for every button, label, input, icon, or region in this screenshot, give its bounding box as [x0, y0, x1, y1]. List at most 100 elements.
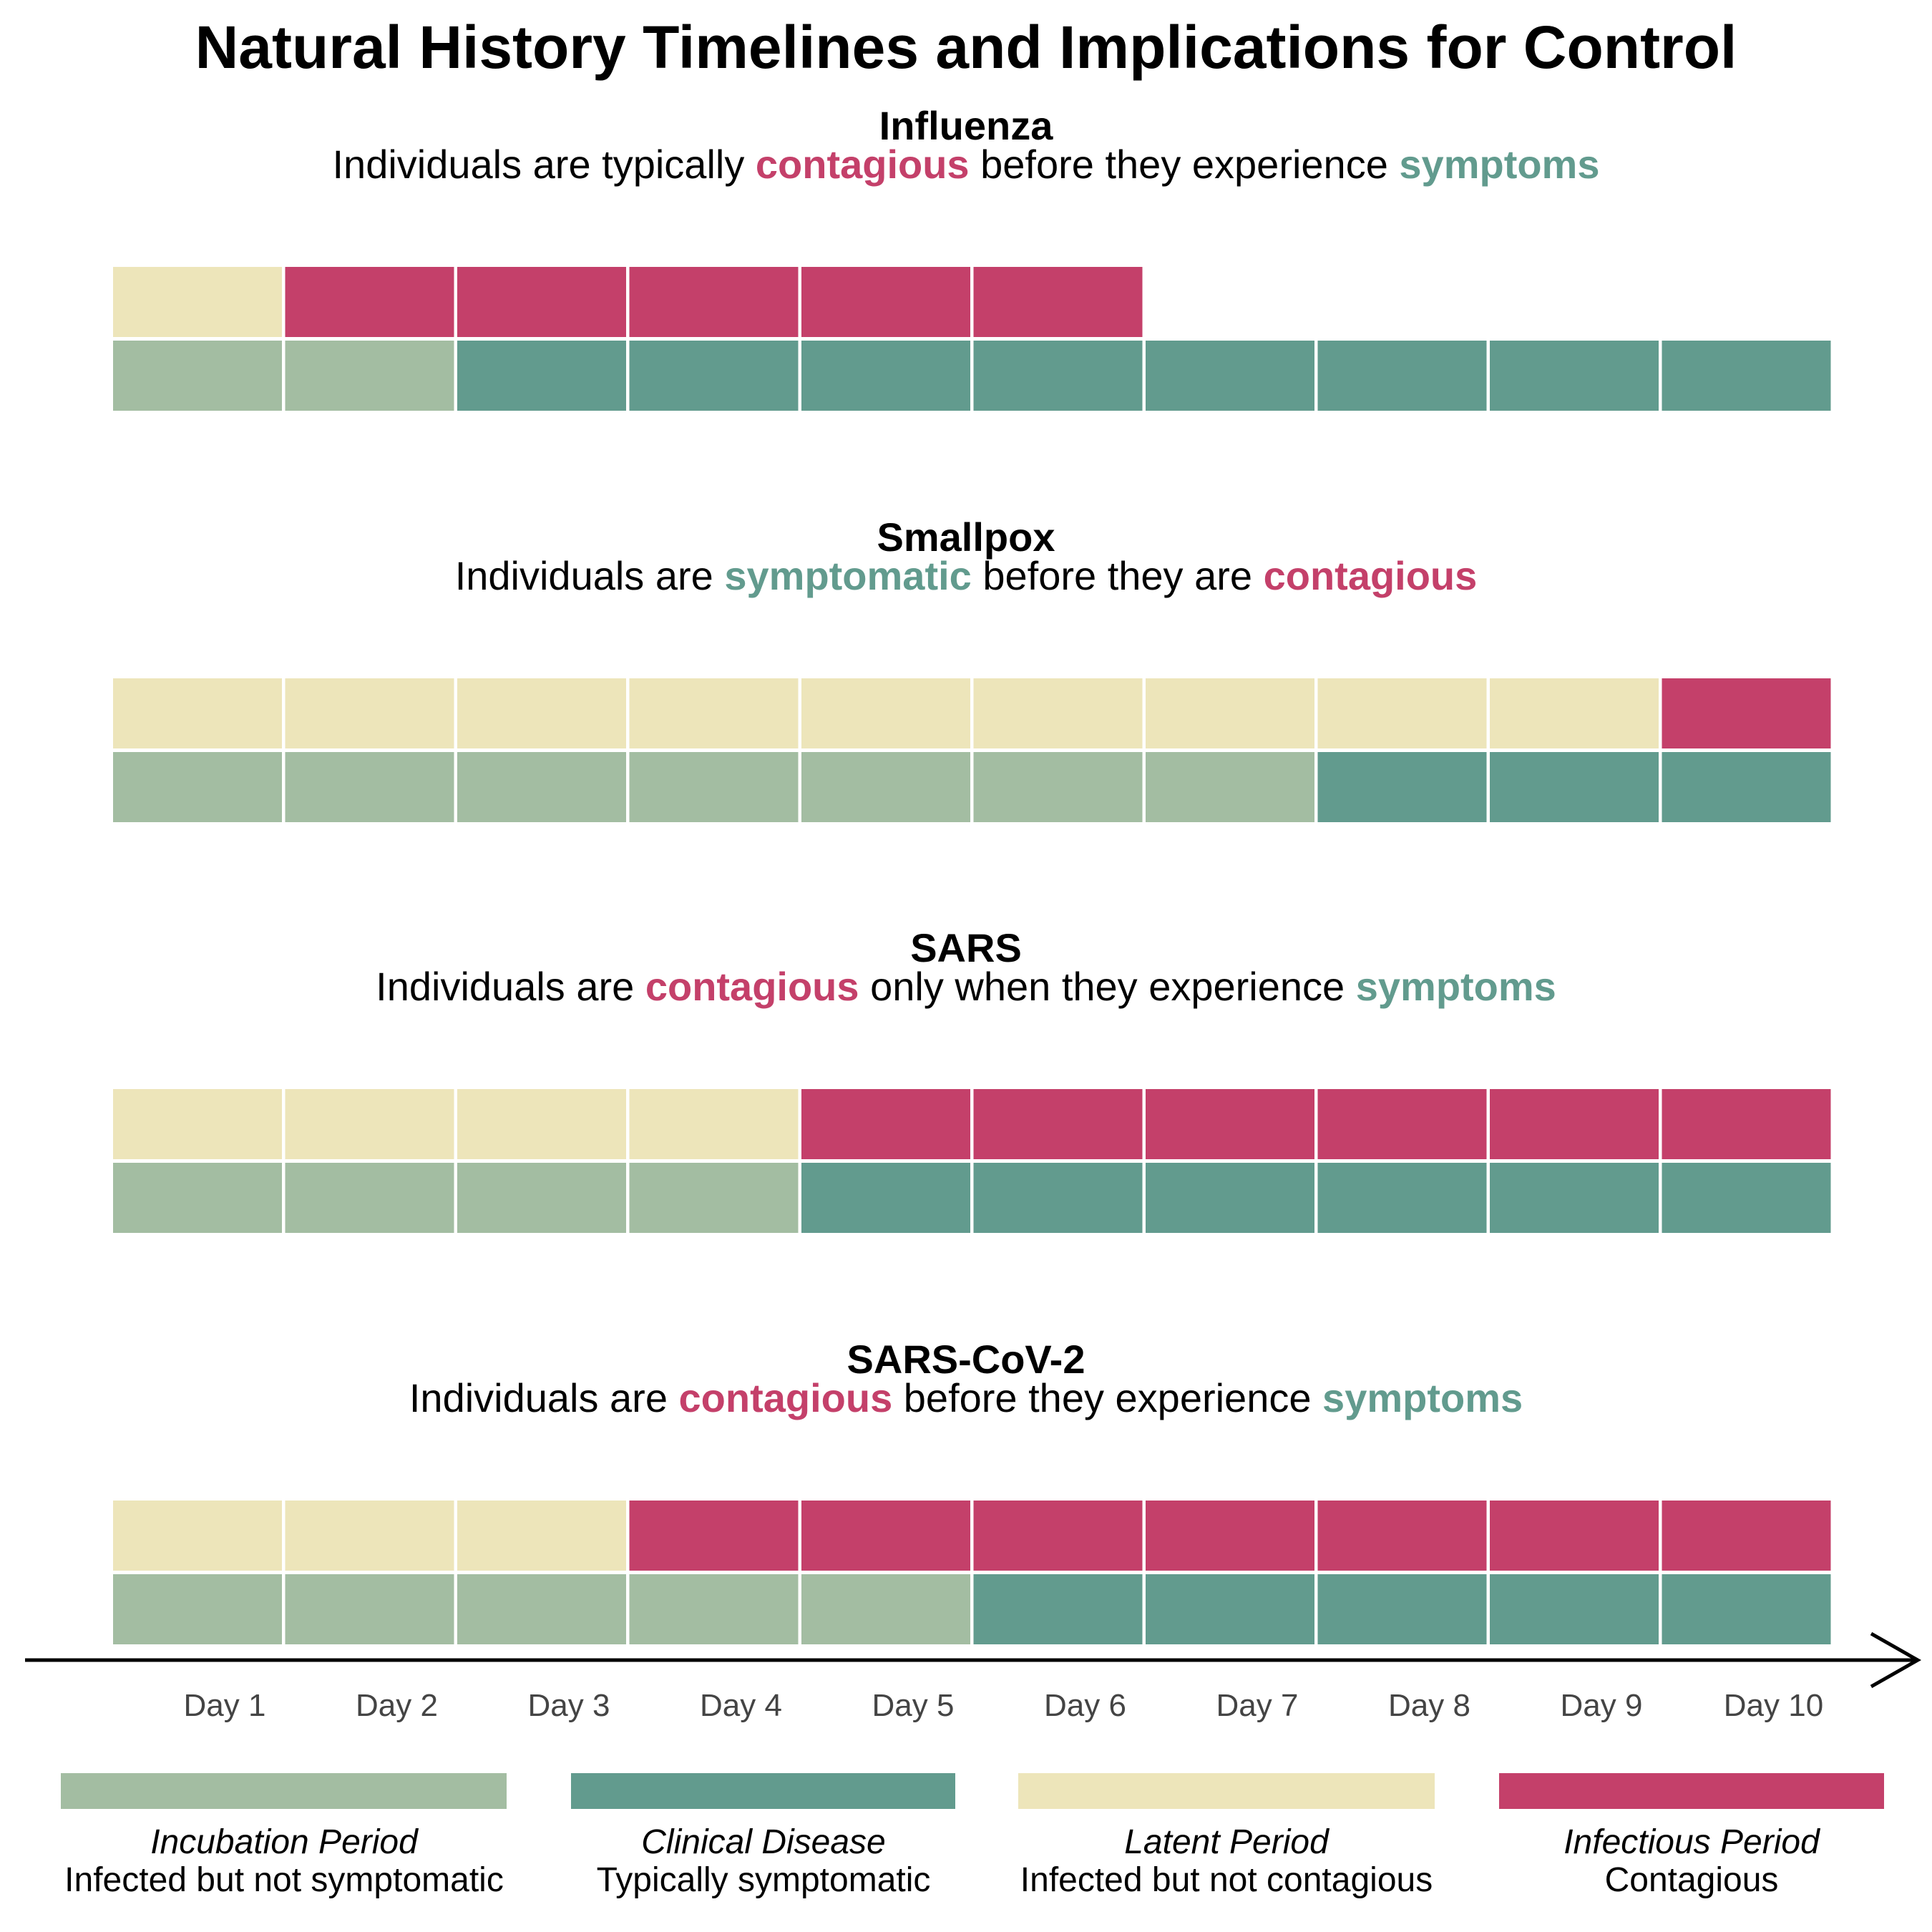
symptom-cell-day-10-clinical — [1662, 341, 1831, 411]
symptom-cell-day-5-clinical — [801, 1163, 970, 1233]
subtitle-segment: contagious — [1264, 553, 1478, 598]
symptom-cell-day-3-incubation — [457, 1574, 626, 1644]
subtitle-segment: Individuals are typically — [333, 142, 756, 187]
symptom-cell-day-6-clinical — [973, 1163, 1143, 1233]
panels: Influenza Individuals are typically conta… — [113, 103, 1831, 1644]
legend-name: Clinical Disease — [641, 1823, 885, 1861]
symptom-cell-day-6-incubation — [973, 752, 1143, 822]
symptom-cell-day-4-incubation — [629, 1163, 799, 1233]
infectiousness-cell-day-1-latent — [113, 267, 282, 337]
symptom-cell-day-6-clinical — [973, 1574, 1143, 1644]
infectiousness-cell-day-3-latent — [457, 1501, 626, 1571]
panel-sars: SARS Individuals are contagious only when… — [113, 925, 1831, 1233]
symptom-cell-day-2-incubation — [285, 341, 454, 411]
symptom-cell-day-8-clinical — [1317, 1574, 1487, 1644]
x-tick-label: Day 2 — [356, 1688, 438, 1723]
symptom-cell-day-4-incubation — [629, 1574, 799, 1644]
infectiousness-cell-day-5-infectious — [801, 1089, 970, 1159]
panel-title: SARS — [910, 925, 1022, 970]
infectiousness-cell-day-3-latent — [457, 1089, 626, 1159]
symptom-cell-day-5-incubation — [801, 752, 970, 822]
symptom-cell-day-9-clinical — [1490, 1574, 1659, 1644]
infectiousness-cell-day-8-infectious — [1317, 1501, 1487, 1571]
infectiousness-cell-day-6-infectious — [973, 1501, 1143, 1571]
legend-description: Contagious — [1605, 1861, 1779, 1899]
x-tick-label: Day 9 — [1561, 1688, 1643, 1723]
symptom-cell-day-9-clinical — [1490, 1163, 1659, 1233]
subtitle-segment: symptoms — [1399, 142, 1599, 187]
subtitle-segment: Individuals are — [455, 553, 725, 598]
legend-name: Infectious Period — [1563, 1823, 1820, 1861]
x-tick-label: Day 5 — [872, 1688, 955, 1723]
infectiousness-cell-day-5-latent — [801, 678, 970, 748]
symptom-cell-day-8-clinical — [1317, 752, 1487, 822]
infectiousness-cell-day-7-infectious — [1146, 1089, 1314, 1159]
subtitle-segment: contagious — [645, 964, 859, 1009]
infectiousness-cell-day-2-latent — [285, 1089, 454, 1159]
symptom-cell-day-1-incubation — [113, 1574, 282, 1644]
x-tick-label: Day 1 — [184, 1688, 266, 1723]
symptom-cell-day-1-incubation — [113, 341, 282, 411]
symptom-cell-day-7-clinical — [1146, 1163, 1314, 1233]
symptom-cell-day-5-clinical — [801, 341, 970, 411]
x-tick-label: Day 6 — [1044, 1688, 1126, 1723]
symptom-cell-day-8-clinical — [1317, 1163, 1487, 1233]
infectiousness-cell-day-7-infectious — [1146, 1501, 1314, 1571]
symptom-cell-day-7-clinical — [1146, 1574, 1314, 1644]
legend-swatch — [1018, 1773, 1435, 1809]
symptom-cell-day-4-clinical — [629, 341, 799, 411]
infectiousness-cell-day-9-infectious — [1490, 1089, 1659, 1159]
symptom-cell-day-10-clinical — [1662, 1574, 1831, 1644]
legend-swatch — [1499, 1773, 1884, 1809]
symptom-cell-day-3-clinical — [457, 341, 626, 411]
subtitle-segment: symptoms — [1322, 1375, 1523, 1420]
symptom-cell-day-8-clinical — [1317, 341, 1487, 411]
infectiousness-cell-day-9-infectious — [1490, 1501, 1659, 1571]
panel-title: Influenza — [879, 103, 1054, 148]
infectiousness-cell-day-10-infectious — [1662, 1501, 1831, 1571]
subtitle-segment: Individuals are — [376, 964, 645, 1009]
subtitle-segment: symptomatic — [724, 553, 971, 598]
subtitle-segment: before they experience — [970, 142, 1400, 187]
infectiousness-cell-day-2-latent — [285, 1501, 454, 1571]
axis-arrowhead — [1870, 1631, 1922, 1689]
panel-influenza: Influenza Individuals are typically conta… — [113, 103, 1831, 411]
legend-description: Infected but not symptomatic — [64, 1861, 504, 1899]
symptom-cell-day-1-incubation — [113, 1163, 282, 1233]
infectiousness-cell-day-3-infectious — [457, 267, 626, 337]
x-tick-label: Day 7 — [1216, 1688, 1299, 1723]
infectiousness-cell-day-8-infectious — [1317, 1089, 1487, 1159]
subtitle-segment: before they are — [972, 553, 1264, 598]
panel-subtitle: Individuals are contagious before they e… — [409, 1375, 1523, 1420]
symptom-cell-day-4-incubation — [629, 752, 799, 822]
infectiousness-cell-day-1-latent — [113, 1089, 282, 1159]
infectiousness-cell-day-1-latent — [113, 678, 282, 748]
infectiousness-cell-day-2-infectious — [285, 267, 454, 337]
subtitle-segment: symptoms — [1356, 964, 1556, 1009]
panel-subtitle: Individuals are symptomatic before they … — [455, 553, 1478, 598]
symptom-cell-day-10-clinical — [1662, 1163, 1831, 1233]
infectiousness-cell-day-6-infectious — [973, 1089, 1143, 1159]
subtitle-segment: only when they experience — [859, 964, 1356, 1009]
symptom-cell-day-3-incubation — [457, 1163, 626, 1233]
infectiousness-cell-day-5-infectious — [801, 1501, 970, 1571]
subtitle-segment: contagious — [756, 142, 970, 187]
symptom-cell-day-10-clinical — [1662, 752, 1831, 822]
infectiousness-cell-day-4-infectious — [629, 267, 799, 337]
x-tick-label: Day 8 — [1388, 1688, 1470, 1723]
symptom-cell-day-7-clinical — [1146, 341, 1314, 411]
symptom-cell-day-2-incubation — [285, 1163, 454, 1233]
legend-swatch — [61, 1773, 507, 1809]
infectiousness-cell-day-7-latent — [1146, 678, 1314, 748]
symptom-cell-day-9-clinical — [1490, 752, 1659, 822]
infectiousness-cell-day-6-latent — [973, 678, 1143, 748]
subtitle-segment: Individuals are — [409, 1375, 679, 1420]
symptom-cell-day-9-clinical — [1490, 341, 1659, 411]
x-tick-label: Day 10 — [1724, 1688, 1823, 1723]
